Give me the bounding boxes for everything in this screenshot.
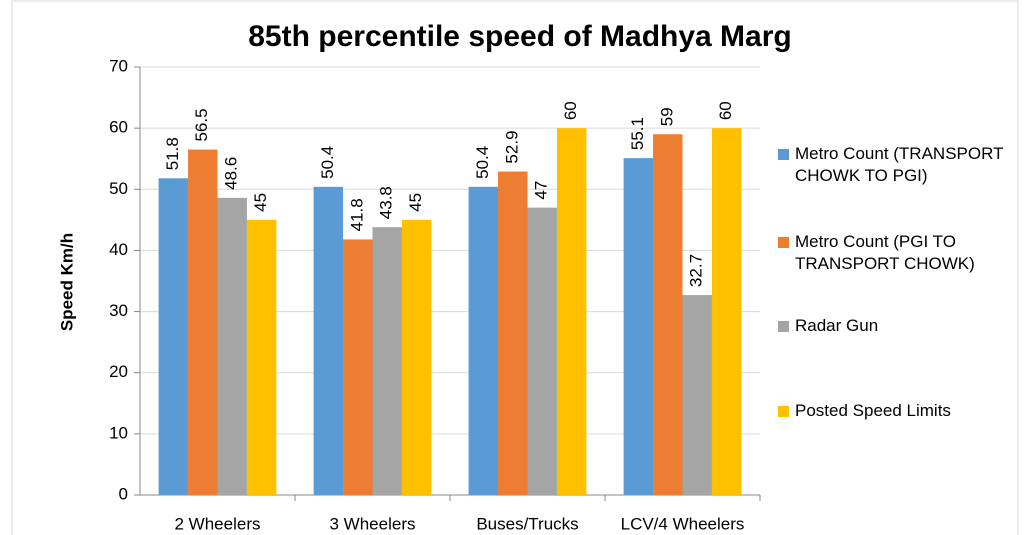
value-label: 45 bbox=[406, 193, 425, 212]
legend-swatch bbox=[778, 406, 789, 417]
legend-item: Metro Count (PGI TO TRANSPORT CHOWK) bbox=[778, 231, 1018, 275]
value-label: 56.5 bbox=[192, 108, 211, 141]
y-tick-label: 70 bbox=[109, 56, 128, 75]
value-label: 47 bbox=[532, 181, 551, 200]
bar bbox=[401, 219, 432, 495]
legend-item: Posted Speed Limits bbox=[778, 400, 1018, 422]
x-tick-label: 2 Wheelers bbox=[175, 514, 261, 533]
value-label: 60 bbox=[561, 101, 580, 120]
value-label: 59 bbox=[657, 107, 676, 126]
legend-label: Posted Speed Limits bbox=[795, 401, 951, 420]
bar bbox=[158, 178, 189, 495]
bar bbox=[527, 207, 557, 495]
value-label: 48.6 bbox=[222, 157, 241, 190]
chart-title: 85th percentile speed of Madhya Marg bbox=[248, 20, 791, 53]
bar bbox=[711, 128, 742, 495]
legend-item: Metro Count (TRANSPORT CHOWK TO PGI) bbox=[778, 143, 1018, 187]
y-tick-label: 0 bbox=[119, 484, 128, 503]
bar bbox=[682, 295, 712, 495]
bar bbox=[188, 149, 218, 496]
legend-swatch bbox=[778, 321, 789, 332]
legend-label: Radar Gun bbox=[795, 316, 879, 335]
bar bbox=[246, 219, 277, 495]
legend-swatch bbox=[778, 237, 789, 248]
bar bbox=[372, 227, 402, 496]
bar bbox=[498, 171, 528, 495]
bar bbox=[313, 186, 344, 495]
legend-label: Metro Count (PGI TO TRANSPORT CHOWK) bbox=[795, 232, 975, 273]
legend-item: Radar Gun bbox=[778, 315, 1018, 337]
value-label: 60 bbox=[716, 101, 735, 120]
value-label: 43.8 bbox=[377, 186, 396, 219]
value-label: 41.8 bbox=[347, 198, 366, 231]
value-label: 50.4 bbox=[473, 146, 492, 179]
legend-swatch bbox=[778, 149, 789, 160]
y-tick-label: 60 bbox=[109, 118, 128, 137]
bar bbox=[623, 158, 654, 496]
bar bbox=[653, 134, 683, 495]
y-axis-label: Speed Km/h bbox=[57, 233, 76, 331]
value-label: 32.7 bbox=[687, 254, 706, 287]
x-tick-label: 3 Wheelers bbox=[330, 514, 416, 533]
bar bbox=[468, 186, 499, 495]
bar bbox=[343, 239, 373, 495]
legend-label: Metro Count (TRANSPORT CHOWK TO PGI) bbox=[795, 144, 1004, 185]
value-label: 51.8 bbox=[163, 137, 182, 170]
value-label: 52.9 bbox=[502, 130, 521, 163]
bar bbox=[556, 128, 587, 495]
frame bbox=[11, 0, 1019, 535]
bar bbox=[217, 197, 247, 496]
y-tick-label: 50 bbox=[109, 179, 128, 198]
value-label: 55.1 bbox=[628, 117, 647, 150]
value-label: 50.4 bbox=[318, 146, 337, 179]
value-label: 45 bbox=[251, 193, 270, 212]
x-tick-label: LCV/4 Wheelers bbox=[621, 514, 745, 533]
y-tick-label: 10 bbox=[109, 423, 128, 442]
y-tick-label: 40 bbox=[109, 240, 128, 259]
y-tick-label: 30 bbox=[109, 301, 128, 320]
y-tick-label: 20 bbox=[109, 362, 128, 381]
x-tick-label: Buses/Trucks bbox=[476, 514, 578, 533]
